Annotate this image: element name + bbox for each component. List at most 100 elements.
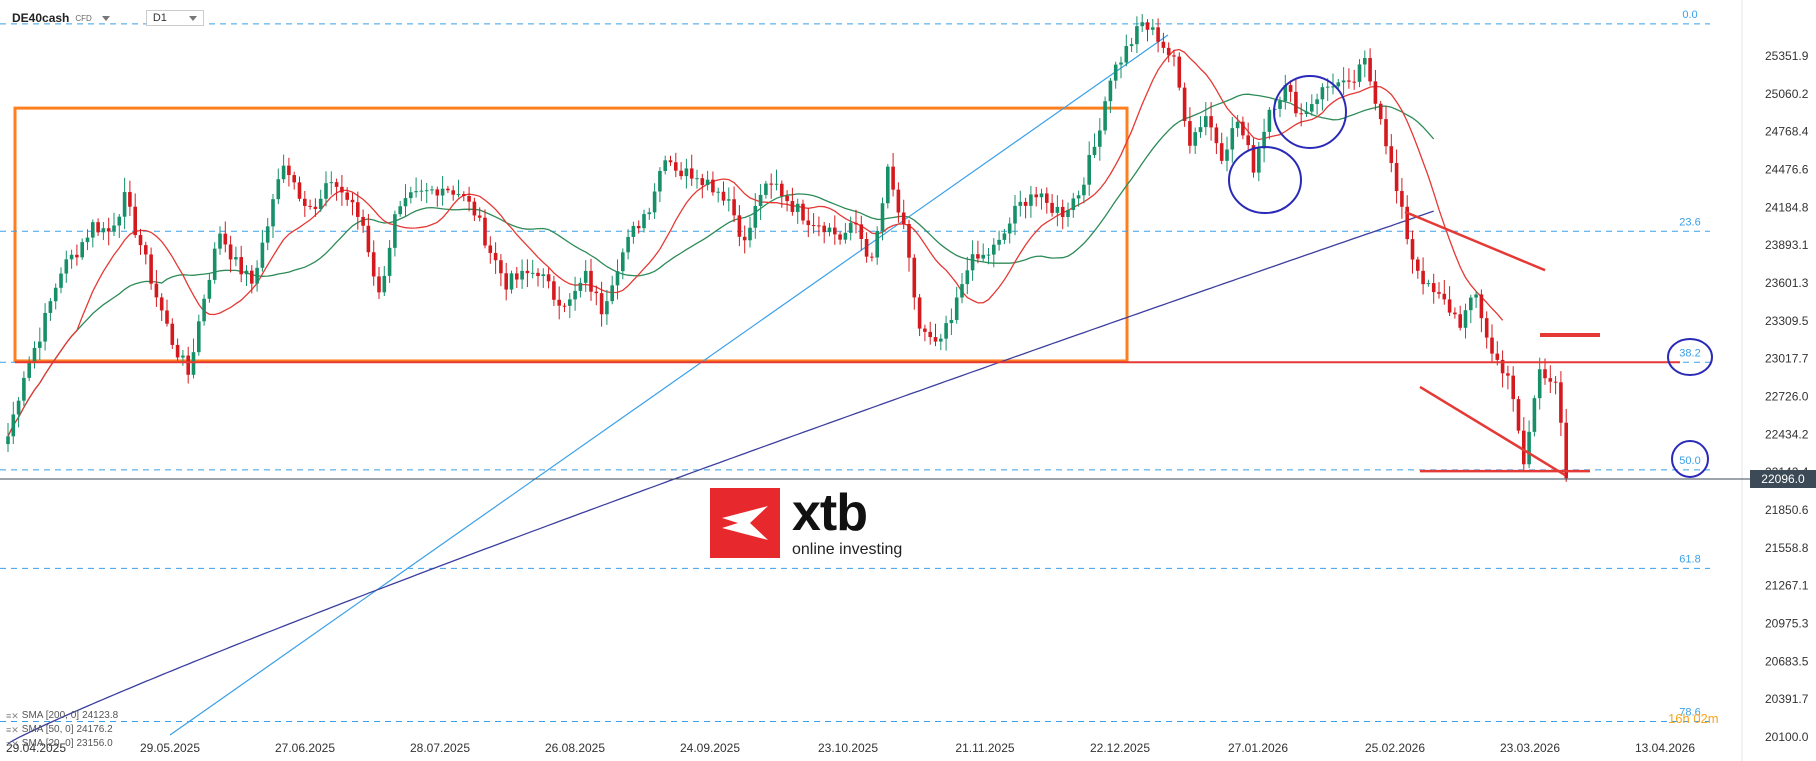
- candle-body: [80, 242, 84, 258]
- candle-body: [1055, 206, 1060, 213]
- candle-body: [525, 270, 530, 274]
- fib-level-label: 50.0: [1679, 455, 1700, 467]
- candle-body: [1082, 184, 1086, 196]
- candle-body: [896, 189, 901, 213]
- candle-body: [313, 206, 318, 210]
- candle-body: [170, 323, 175, 345]
- candle-body: [1288, 85, 1293, 92]
- candle-body: [1352, 81, 1356, 83]
- candle-body: [1188, 121, 1192, 146]
- candle-body: [610, 285, 614, 302]
- brand-tagline: online investing: [792, 541, 903, 558]
- timeframe-selector[interactable]: D1: [145, 10, 204, 26]
- candle-body: [764, 183, 768, 195]
- countdown-hours: 16h: [1668, 711, 1690, 726]
- candle-body: [499, 260, 503, 274]
- candle-body: [822, 225, 826, 233]
- candle-body: [705, 179, 710, 186]
- candle-body: [483, 217, 487, 246]
- candle-body: [684, 168, 689, 177]
- candle-body: [446, 188, 450, 191]
- candle-body: [456, 194, 461, 196]
- candle-body: [552, 281, 556, 300]
- candle-body: [488, 245, 493, 253]
- candle-body: [1251, 145, 1256, 173]
- legend-row-sma200[interactable]: ≡✕ SMA [200, 0] 24123.8: [6, 709, 118, 723]
- candle-body: [271, 199, 275, 227]
- candle-body: [848, 222, 853, 233]
- channel-lower-line: [1419, 385, 1566, 477]
- candle-body: [85, 237, 90, 243]
- candle-body: [1151, 27, 1155, 30]
- candle-body: [578, 282, 583, 291]
- symbol-dropdown-icon[interactable]: [101, 15, 110, 21]
- candle-body: [96, 222, 100, 233]
- candle-body: [864, 239, 869, 257]
- candle-body: [721, 191, 726, 201]
- candle-body: [1469, 297, 1473, 311]
- candle-body: [133, 206, 137, 236]
- symbol-label[interactable]: DE40cash: [12, 11, 70, 25]
- candle-body: [244, 270, 249, 275]
- candle-body: [387, 247, 392, 276]
- candle-body: [207, 279, 212, 299]
- candle-body: [1060, 206, 1065, 218]
- candle-body: [159, 297, 164, 311]
- fib-level-label: 0.0: [1682, 9, 1697, 21]
- candle-body: [1484, 318, 1489, 338]
- candle-body: [308, 205, 312, 207]
- candle-body: [949, 319, 954, 324]
- range-box: [13, 106, 1129, 363]
- candle-body: [886, 166, 890, 204]
- candle-body: [997, 239, 1001, 245]
- candle-body: [1548, 378, 1553, 382]
- candle-body: [234, 257, 238, 260]
- candle-body: [75, 254, 79, 258]
- candle-body: [112, 225, 116, 232]
- candle-body: [774, 183, 779, 185]
- candle-body: [1103, 101, 1107, 131]
- candle-body: [1066, 210, 1070, 218]
- visibility-icon[interactable]: ≡✕: [6, 725, 19, 735]
- candle-body: [260, 242, 265, 268]
- legend-row-sma20[interactable]: ≡✕ SMA [20, 0] 23156.0: [6, 737, 118, 751]
- candle-body: [334, 182, 339, 187]
- candle-body: [1113, 64, 1118, 81]
- candle-body: [1389, 146, 1394, 163]
- candle-body: [303, 198, 307, 206]
- candle-body: [1023, 201, 1028, 206]
- candle-body: [954, 297, 959, 320]
- candle-body: [833, 227, 837, 235]
- visibility-icon[interactable]: ≡✕: [6, 739, 19, 749]
- candle-body: [371, 252, 376, 277]
- candle-body: [1193, 132, 1197, 146]
- candle-body: [674, 162, 678, 171]
- legend-row-sma50[interactable]: ≡✕ SMA [50, 0] 24176.2: [6, 723, 118, 737]
- candle-body: [880, 203, 885, 231]
- candle-body: [430, 189, 434, 191]
- candle-body: [785, 196, 789, 202]
- candle-body: [144, 245, 148, 255]
- candle-body: [790, 201, 795, 212]
- candle-body: [780, 183, 784, 197]
- candle-body: [1426, 283, 1431, 285]
- countdown-minutes: 02m: [1693, 711, 1719, 726]
- candle-body: [933, 337, 938, 342]
- candle-body: [1320, 87, 1325, 100]
- candle-body: [992, 244, 996, 255]
- x-tick-label: 27.06.2025: [275, 741, 335, 755]
- candle-body: [1108, 80, 1113, 102]
- candle-body: [202, 298, 206, 322]
- candle-body: [1076, 195, 1081, 199]
- candle-body: [1363, 58, 1367, 65]
- y-tick-label: 23309.5: [1765, 314, 1809, 328]
- candle-body: [1400, 191, 1404, 207]
- candle-body: [1479, 294, 1484, 319]
- candle-body: [297, 182, 302, 199]
- candle-body: [393, 214, 397, 248]
- candle-body: [38, 341, 42, 348]
- candle-body: [281, 165, 286, 180]
- visibility-icon[interactable]: ≡✕: [6, 711, 19, 721]
- sma50-value: 24176.2: [76, 724, 113, 735]
